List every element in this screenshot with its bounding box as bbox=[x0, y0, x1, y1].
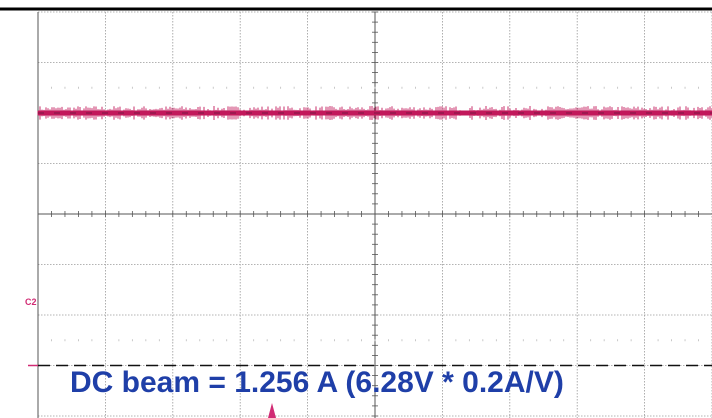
c2-channel-marker: C2 bbox=[25, 297, 37, 307]
dc-beam-annotation: DC beam = 1.256 A (6.28V * 0.2A/V) bbox=[70, 366, 564, 399]
trigger-marker bbox=[268, 403, 276, 418]
plot-grid bbox=[37, 11, 712, 418]
top-bezel bbox=[0, 0, 712, 11]
waveform-traces bbox=[28, 106, 712, 367]
